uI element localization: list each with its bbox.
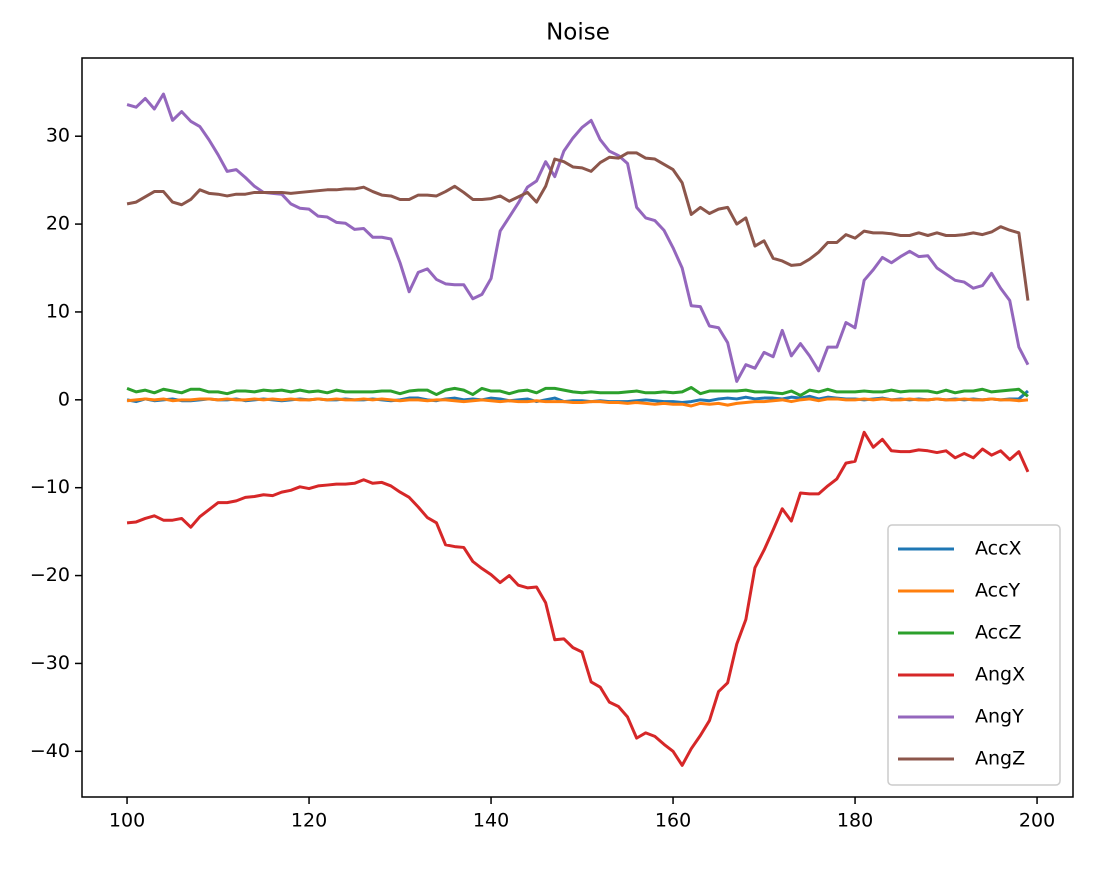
x-tick-label: 200 bbox=[1019, 810, 1055, 832]
series-line bbox=[126, 430, 1030, 767]
x-tick-label: 180 bbox=[837, 810, 873, 832]
y-tick-label: 20 bbox=[46, 213, 70, 235]
legend-label: AccZ bbox=[975, 622, 1022, 644]
legend-label: AngX bbox=[975, 664, 1025, 686]
y-tick-label: 0 bbox=[58, 388, 70, 410]
series-line bbox=[126, 386, 1029, 398]
series-line bbox=[126, 92, 1030, 383]
y-tick-label: 30 bbox=[46, 125, 70, 147]
x-tick-label: 120 bbox=[291, 810, 327, 832]
plot-frame bbox=[81, 57, 1074, 798]
y-tick-label: −10 bbox=[30, 476, 70, 498]
y-tick-label: −20 bbox=[30, 564, 70, 586]
series-line bbox=[126, 151, 1030, 301]
chart-title: Noise bbox=[546, 20, 610, 46]
legend-box bbox=[887, 524, 1061, 786]
x-tick-label: 160 bbox=[655, 810, 691, 832]
x-tick-label: 100 bbox=[109, 810, 145, 832]
y-tick-label: 10 bbox=[46, 300, 70, 322]
legend-label: AccX bbox=[975, 538, 1022, 560]
legend-label: AngY bbox=[975, 706, 1024, 728]
legend-label: AccY bbox=[975, 580, 1021, 602]
y-tick-label: −40 bbox=[30, 740, 70, 762]
x-tick-label: 140 bbox=[473, 810, 509, 832]
y-tick-label: −30 bbox=[30, 652, 70, 674]
series-line bbox=[126, 397, 1029, 408]
legend-label: AngZ bbox=[975, 748, 1025, 770]
